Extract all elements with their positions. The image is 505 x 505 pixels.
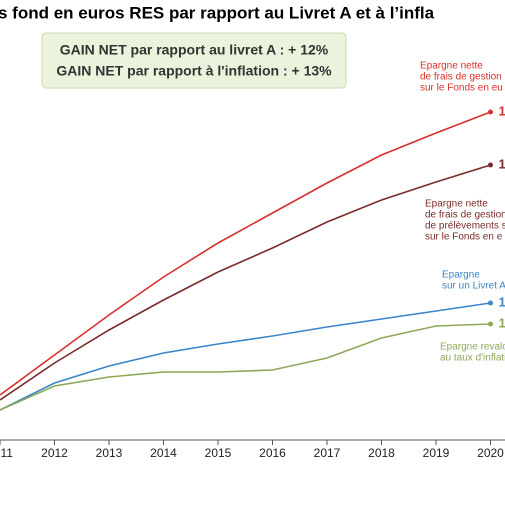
series-line xyxy=(0,302,491,411)
x-tick-label: 2012 xyxy=(41,446,68,460)
x-tick-label: 2020 xyxy=(477,446,504,460)
x-tick-label: 2017 xyxy=(314,446,341,460)
x-tick-label: 2019 xyxy=(423,446,450,460)
end-point xyxy=(488,162,493,168)
series-annotation: Epargne revalo xyxy=(440,342,505,353)
end-point xyxy=(488,300,493,306)
end-label: 1 xyxy=(499,156,505,171)
end-point xyxy=(488,109,493,115)
x-tick-label: 2013 xyxy=(96,446,123,460)
x-tick-label: 2016 xyxy=(259,446,286,460)
series-annotation: Epargne xyxy=(442,270,480,281)
x-tick-label: 2014 xyxy=(150,446,177,460)
series-annotation: sur le Fonds en eu xyxy=(420,83,503,94)
end-point xyxy=(488,321,493,327)
series-line xyxy=(0,164,491,401)
gain-text: GAIN NET par rapport au livret A : + 12% xyxy=(60,42,329,58)
end-label: 1 xyxy=(499,103,505,118)
series-line xyxy=(0,111,491,396)
chart-title: s fond en euros RES par rapport au Livre… xyxy=(0,3,435,22)
gain-box xyxy=(41,32,347,89)
x-tick-label: 2011 xyxy=(0,446,13,460)
series-annotation: Epargne nette xyxy=(425,199,488,210)
series-annotation: Epargne nette xyxy=(420,61,483,72)
end-label: 1 xyxy=(499,315,505,330)
series-annotation: au taux d'inflati xyxy=(440,353,505,364)
series-annotation: sur le Fonds en e xyxy=(425,232,503,243)
series-line xyxy=(0,323,491,411)
gain-text: GAIN NET par rapport à l'inflation : + 1… xyxy=(56,63,332,79)
series-annotation: sur un Livret A xyxy=(442,281,505,292)
x-tick-label: 2015 xyxy=(205,446,232,460)
series-annotation: de frais de gestion xyxy=(425,210,505,221)
x-tick-label: 2018 xyxy=(368,446,395,460)
series-annotation: de prélèvements s xyxy=(425,221,505,232)
series-annotation: de frais de gestion xyxy=(420,72,502,83)
end-label: 1 xyxy=(499,294,505,309)
